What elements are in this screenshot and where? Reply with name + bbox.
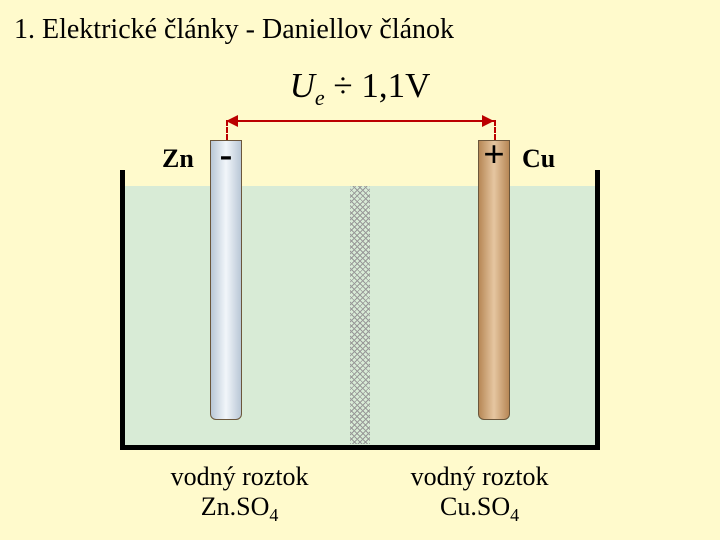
copper-label: Cu xyxy=(522,144,555,174)
voltage-formula: Ue ÷ 1,1V xyxy=(0,66,720,111)
vessel-border xyxy=(120,170,600,450)
formula-variable: U xyxy=(290,66,315,105)
zinc-electrode xyxy=(210,140,242,420)
formula-relation: ÷ 1,1V xyxy=(333,66,430,105)
formula-subscript: e xyxy=(315,85,325,110)
voltage-arrow-line xyxy=(226,120,494,122)
copper-electrode xyxy=(478,140,510,420)
voltage-arrow-head-right xyxy=(482,115,494,127)
zinc-label: Zn xyxy=(162,144,194,174)
voltage-arrow-head-left xyxy=(226,115,238,127)
left-caption-sub: 4 xyxy=(269,505,278,525)
right-caption-line1: vodný roztok xyxy=(411,462,549,491)
positive-sign: + xyxy=(478,140,510,170)
page-title: 1. Elektrické články - Daniellov článok xyxy=(14,14,454,46)
left-solution-caption: vodný roztok Zn.SO4 xyxy=(130,462,350,526)
right-caption-sub: 4 xyxy=(510,505,519,525)
right-caption-formula: Cu.SO xyxy=(440,492,510,521)
negative-sign: - xyxy=(210,140,242,170)
left-caption-line1: vodný roztok xyxy=(171,462,309,491)
right-solution-caption: vodný roztok Cu.SO4 xyxy=(370,462,590,526)
left-caption-formula: Zn.SO xyxy=(201,492,270,521)
